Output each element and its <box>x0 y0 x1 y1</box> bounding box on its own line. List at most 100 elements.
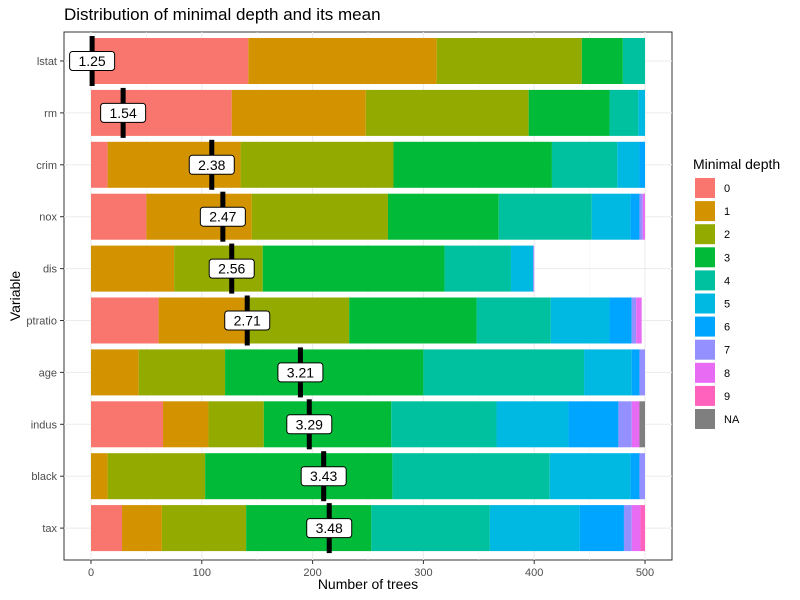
mean-label-nox: 2.47 <box>209 209 236 225</box>
mean-label-box-age <box>277 362 324 383</box>
bar-nox-depth-8 <box>642 193 645 240</box>
bar-black-depth-3 <box>205 453 393 500</box>
bar-indus-depth-8 <box>631 401 640 448</box>
bar-dis-depth-7 <box>533 245 535 292</box>
mean-label-dis: 2.56 <box>218 261 245 277</box>
legend-key-8 <box>695 362 715 383</box>
mean-label-ptratio: 2.71 <box>234 313 261 329</box>
bar-black-depth-5 <box>549 453 631 500</box>
y-tick-label-nox: nox <box>39 212 57 224</box>
y-tick-label-ptratio: ptratio <box>26 316 57 328</box>
bar-indus-depth-2 <box>208 401 264 448</box>
legend-label-8: 8 <box>724 368 730 380</box>
legend-label-5: 5 <box>724 299 730 311</box>
bar-ptratio-depth-0 <box>91 297 159 344</box>
bar-ptratio-depth-6 <box>609 297 632 344</box>
mean-label-rm: 1.54 <box>110 105 137 121</box>
mean-label-box-crim <box>188 154 235 175</box>
bar-lstat-depth-2 <box>436 38 582 84</box>
bar-ptratio-depth-3 <box>349 297 477 344</box>
legend-label-0: 0 <box>724 183 730 195</box>
x-axis-ticks: 0 100 200 300 400 500 <box>88 560 654 579</box>
legend-key-4 <box>695 270 715 291</box>
bar-indus-depth-4 <box>391 401 497 448</box>
legend-key-0 <box>695 178 715 198</box>
legend-label-7: 7 <box>724 345 730 357</box>
mean-label-box-rm <box>100 102 147 123</box>
y-tick-label-black: black <box>31 471 57 483</box>
legend-key-2 <box>695 224 715 245</box>
mean-label-tax: 3.48 <box>316 520 343 536</box>
mean-label-box-lstat <box>69 51 116 71</box>
legend-key-6 <box>695 316 715 337</box>
y-tick-label-tax: tax <box>42 523 57 535</box>
bar-crim-depth-2 <box>240 141 394 188</box>
y-tick-label-dis: dis <box>43 264 58 276</box>
bar-rm-depth-5 <box>638 89 645 136</box>
bar-rm-depth-3 <box>528 89 610 136</box>
legend-label-1: 1 <box>724 206 730 218</box>
legend-label-na: NA <box>724 414 740 426</box>
bar-indus-depth-7 <box>618 401 632 448</box>
bar-nox-depth-2 <box>251 193 388 240</box>
bar-lstat-depth-1 <box>248 38 437 84</box>
bar-crim-depth-0 <box>91 141 108 188</box>
bar-black-depth-7 <box>639 453 645 500</box>
bar-dis-depth-5 <box>510 245 534 292</box>
bar-indus-depth-na <box>639 401 645 448</box>
x-tick-label-500: 500 <box>636 567 654 579</box>
bar-ptratio-depth-7 <box>631 297 637 344</box>
bar-crim-depth-4 <box>551 141 618 188</box>
legend: Minimal depth 0 1 2 3 4 5 6 7 8 9 NA <box>693 156 780 429</box>
bar-tax-depth-8 <box>631 505 641 552</box>
y-tick-label-rm: rm <box>44 108 57 120</box>
bar-rm-depth-4 <box>609 89 639 136</box>
mean-label-box-black <box>300 466 347 487</box>
bar-black-depth-6 <box>630 453 640 500</box>
bar-age-depth-5 <box>584 349 632 396</box>
bar-nox-depth-0 <box>91 193 147 240</box>
mean-label-box-dis <box>208 258 255 279</box>
bar-rm-depth-2 <box>365 89 529 136</box>
bar-dis-depth-4 <box>444 245 511 292</box>
bar-black-depth-4 <box>392 453 550 500</box>
legend-title: Minimal depth <box>693 156 780 172</box>
y-axis-title: Variable <box>7 271 23 322</box>
bar-age-depth-3 <box>225 349 424 396</box>
y-tick-label-crim: crim <box>36 160 57 172</box>
bar-black-depth-1 <box>91 453 108 500</box>
bar-ptratio-depth-4 <box>476 297 551 344</box>
x-axis-title: Number of trees <box>318 576 418 592</box>
legend-key-3 <box>695 247 715 268</box>
legend-label-9: 9 <box>724 391 730 403</box>
legend-label-2: 2 <box>724 229 730 241</box>
bar-nox-depth-4 <box>498 193 592 240</box>
legend-label-3: 3 <box>724 252 730 264</box>
bar-indus-depth-6 <box>568 401 619 448</box>
legend-items: 0 1 2 3 4 5 6 7 8 9 NA <box>695 178 740 429</box>
mean-label-box-nox <box>199 206 246 227</box>
mean-label-black: 3.43 <box>310 468 337 484</box>
bar-ptratio-depth-8 <box>636 297 642 344</box>
bar-age-depth-4 <box>423 349 585 396</box>
bar-nox-depth-5 <box>591 193 631 240</box>
bar-crim-depth-3 <box>393 141 552 188</box>
x-tick-label-100: 100 <box>193 567 211 579</box>
legend-label-6: 6 <box>724 322 730 334</box>
bar-tax-depth-4 <box>371 505 490 552</box>
mean-label-box-tax <box>306 518 353 539</box>
bar-age-depth-2 <box>138 349 226 396</box>
bar-crim-depth-6 <box>639 141 645 188</box>
bar-ptratio-depth-5 <box>550 297 610 344</box>
legend-label-4: 4 <box>724 275 730 287</box>
bar-age-depth-1 <box>91 349 139 396</box>
bar-lstat-depth-4 <box>622 38 645 84</box>
bar-crim-depth-5 <box>617 141 640 188</box>
mean-label-crim: 2.38 <box>198 157 225 173</box>
y-tick-label-indus: indus <box>31 419 58 431</box>
bar-age-depth-7 <box>639 349 645 396</box>
mean-markers: 1.25 1.54 2.38 2.47 2.56 2.71 3.21 3.29 3.43 3.48 <box>69 36 353 554</box>
legend-key-1 <box>695 201 715 222</box>
legend-key-na <box>695 409 715 429</box>
mean-label-age: 3.21 <box>287 364 314 380</box>
